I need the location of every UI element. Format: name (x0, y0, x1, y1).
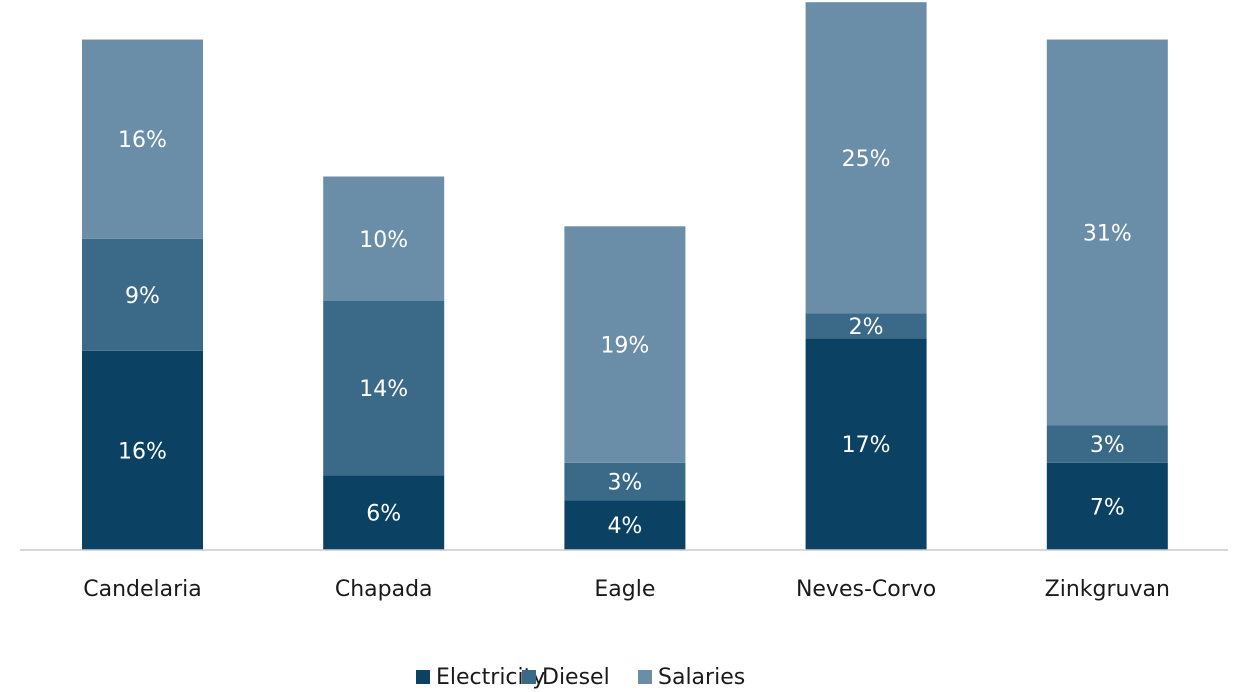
bar-label-salaries-eagle: 19% (600, 334, 649, 359)
bar-segment-electricity-zinkgruvan (1046, 462, 1168, 550)
x-tick-label-chapada: Chapada (335, 577, 433, 602)
legend-swatch-salaries (638, 670, 652, 684)
bars-layer: 16% 9% 16% 6% 14% 10% 4% 3% 19% 17% 2% 25% 7% 3% 31% (82, 2, 1168, 550)
x-tick-label-zinkgruvan: Zinkgruvan (1045, 577, 1170, 602)
bar-label-diesel-candelaria: 9% (125, 284, 160, 309)
bar-segment-diesel-neves-corvo (805, 313, 927, 339)
x-tick-label-eagle: Eagle (594, 577, 655, 602)
bar-label-salaries-candelaria: 16% (118, 128, 167, 153)
bar-segment-diesel-candelaria (82, 238, 203, 351)
bar-label-diesel-neves-corvo: 2% (849, 315, 884, 340)
bar-label-electricity-candelaria: 16% (118, 439, 167, 464)
bar-label-electricity-eagle: 4% (607, 514, 642, 539)
bar-segment-salaries-candelaria (82, 39, 203, 239)
bar-segment-electricity-candelaria (82, 350, 203, 550)
x-tick-label-neves-corvo: Neves-Corvo (796, 577, 936, 602)
bar-label-diesel-eagle: 3% (607, 471, 642, 496)
bar-segment-electricity-eagle (564, 500, 686, 550)
x-tick-label-candelaria: Candelaria (83, 577, 202, 602)
bar-segment-salaries-eagle (564, 226, 686, 463)
bar-label-salaries-neves-corvo: 25% (842, 147, 891, 172)
bar-label-electricity-neves-corvo: 17% (842, 433, 891, 458)
bar-segment-diesel-eagle (564, 462, 686, 501)
bar-segment-diesel-zinkgruvan (1046, 425, 1168, 463)
bar-segment-salaries-neves-corvo (805, 2, 927, 314)
bar-label-salaries-chapada: 10% (359, 228, 408, 253)
bar-label-diesel-zinkgruvan: 3% (1090, 433, 1125, 458)
legend-label-diesel: Diesel (542, 665, 610, 690)
legend-swatch-electricity (416, 670, 430, 684)
bar-segment-diesel-chapada (323, 301, 445, 476)
bar-label-salaries-zinkgruvan: 31% (1083, 222, 1132, 247)
bar-label-diesel-chapada: 14% (359, 377, 408, 402)
bar-segment-electricity-neves-corvo (805, 338, 927, 550)
legend-swatch-diesel (522, 670, 536, 684)
bar-segment-electricity-chapada (323, 475, 445, 550)
bar-label-electricity-zinkgruvan: 7% (1090, 495, 1125, 520)
bar-segment-salaries-chapada (323, 176, 445, 301)
category-labels: Candelaria Chapada Eagle Neves-Corvo Zinkgru… (83, 577, 1170, 602)
bar-label-electricity-chapada: 6% (366, 502, 401, 527)
legend-label-salaries: Salaries (658, 665, 745, 690)
bar-segment-salaries-zinkgruvan (1046, 39, 1168, 426)
